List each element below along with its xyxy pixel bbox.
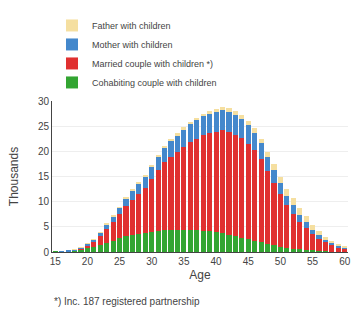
- svg-text:60: 60: [339, 256, 351, 267]
- svg-text:30: 30: [38, 96, 50, 107]
- svg-text:15: 15: [38, 171, 50, 182]
- svg-text:15: 15: [50, 256, 62, 267]
- svg-text:45: 45: [243, 256, 255, 267]
- svg-text:55: 55: [307, 256, 319, 267]
- svg-text:25: 25: [114, 256, 126, 267]
- svg-text:20: 20: [82, 256, 94, 267]
- svg-text:50: 50: [275, 256, 287, 267]
- svg-text:10: 10: [38, 196, 50, 207]
- svg-text:35: 35: [178, 256, 190, 267]
- svg-text:Mother with children: Mother with children: [92, 40, 173, 50]
- svg-text:40: 40: [211, 256, 223, 267]
- svg-text:0: 0: [43, 247, 49, 258]
- svg-text:Cohabiting couple with childre: Cohabiting couple with children: [92, 78, 217, 88]
- svg-text:20: 20: [38, 146, 50, 157]
- svg-text:Age: Age: [189, 268, 211, 282]
- svg-text:Thousands: Thousands: [7, 147, 21, 206]
- svg-text:Father with children: Father with children: [92, 21, 171, 31]
- svg-text:*) Inc. 187 registered partner: *) Inc. 187 registered partnership: [54, 296, 200, 307]
- svg-text:5: 5: [43, 221, 49, 232]
- svg-text:Married couple with children *: Married couple with children *): [92, 59, 213, 69]
- svg-text:30: 30: [146, 256, 158, 267]
- svg-text:25: 25: [38, 121, 50, 132]
